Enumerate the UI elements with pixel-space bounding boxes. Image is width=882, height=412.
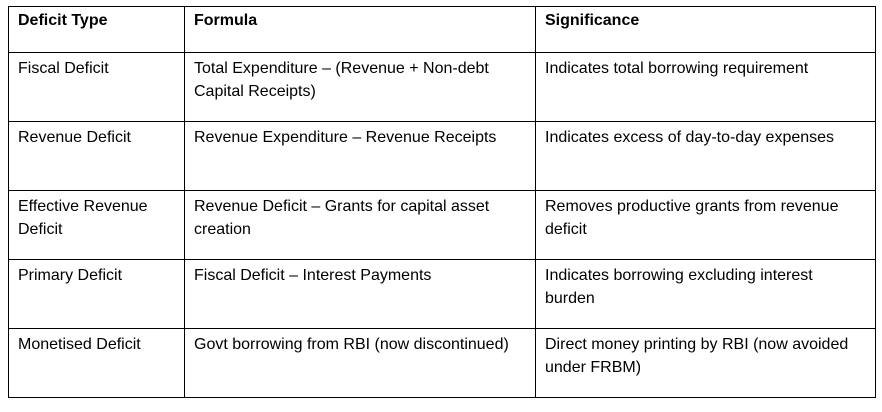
table-row: Fiscal Deficit Total Expenditure – (Reve… [8,52,876,122]
header-row: Deficit Type Formula Significance [8,6,876,53]
table-row: Effective Revenue Deficit Revenue Defici… [8,190,876,260]
cell-significance: Indicates borrowing excluding interest b… [535,259,876,329]
cell-significance: Removes productive grants from revenue d… [535,190,876,260]
table-row: Primary Deficit Fiscal Deficit – Interes… [8,259,876,329]
cell-deficit-type: Primary Deficit [8,259,185,329]
table-header: Deficit Type Formula Significance [8,6,876,53]
deficit-table-container: Deficit Type Formula Significance Fiscal… [8,6,876,398]
header-significance: Significance [535,6,876,53]
cell-significance: Indicates excess of day-to-day expenses [535,121,876,191]
cell-deficit-type: Fiscal Deficit [8,52,185,122]
header-formula: Formula [184,6,536,53]
table-row: Revenue Deficit Revenue Expenditure – Re… [8,121,876,191]
header-deficit-type: Deficit Type [8,6,185,53]
cell-formula: Revenue Deficit – Grants for capital ass… [184,190,536,260]
cell-deficit-type: Revenue Deficit [8,121,185,191]
cell-formula: Total Expenditure – (Revenue + Non-debt … [184,52,536,122]
cell-formula: Revenue Expenditure – Revenue Receipts [184,121,536,191]
deficit-table: Deficit Type Formula Significance Fiscal… [8,6,876,398]
cell-significance: Direct money printing by RBI (now avoide… [535,328,876,398]
cell-formula: Fiscal Deficit – Interest Payments [184,259,536,329]
table-body: Fiscal Deficit Total Expenditure – (Reve… [8,52,876,398]
cell-deficit-type: Monetised Deficit [8,328,185,398]
cell-significance: Indicates total borrowing requirement [535,52,876,122]
cell-formula: Govt borrowing from RBI (now discontinue… [184,328,536,398]
cell-deficit-type: Effective Revenue Deficit [8,190,185,260]
table-row: Monetised Deficit Govt borrowing from RB… [8,328,876,398]
